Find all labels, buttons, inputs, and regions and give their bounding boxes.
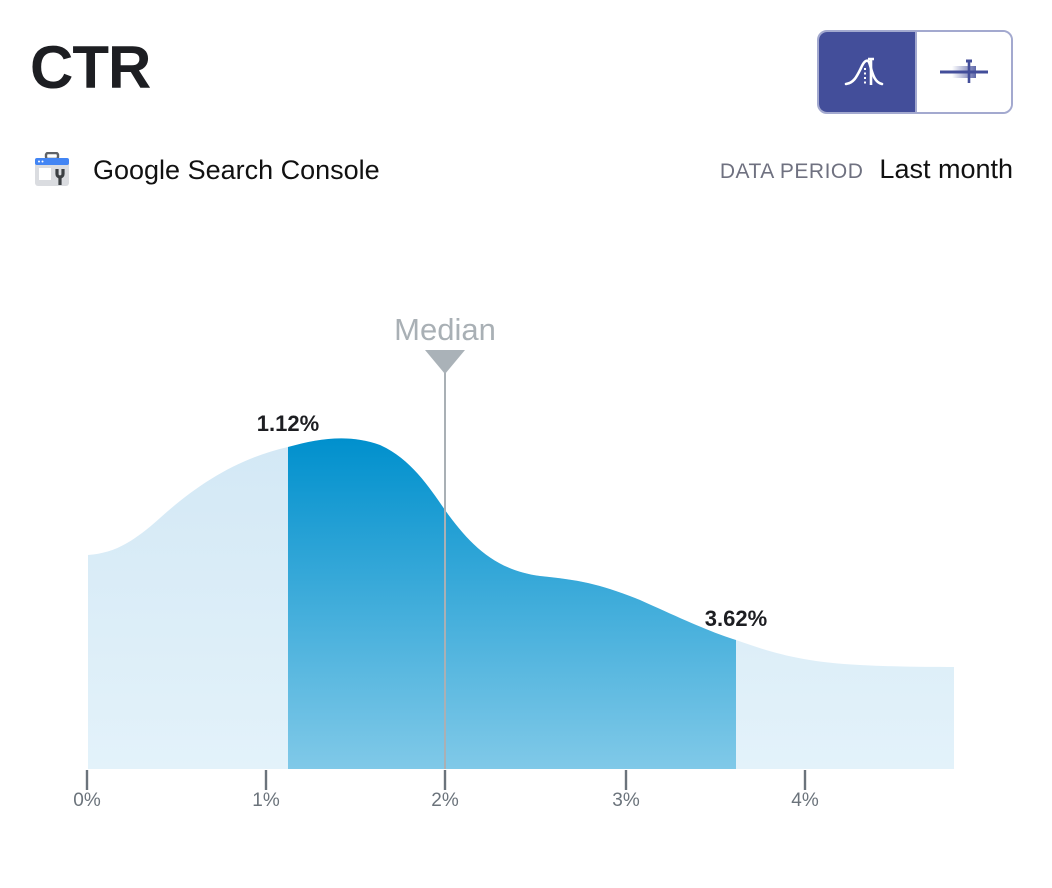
range-bar-icon <box>940 59 988 83</box>
data-period-value[interactable]: Last month <box>879 154 1013 184</box>
tick-label-3: 3% <box>612 790 640 811</box>
data-period: DATA PERIOD Last month <box>720 154 1013 185</box>
median-marker <box>425 350 465 769</box>
google-search-console-icon <box>35 152 69 186</box>
median-label: Median <box>394 312 496 347</box>
high-value-label: 3.62% <box>704 606 768 631</box>
tick-label-4: 4% <box>791 790 819 811</box>
data-source-label: Google Search Console <box>93 154 380 185</box>
tick-label-1: 1% <box>252 790 280 811</box>
data-source: Google Search Console <box>33 152 380 188</box>
bell-curve-icon <box>844 57 884 86</box>
tick-label-2: 2% <box>431 790 459 811</box>
range-view-button[interactable] <box>915 32 1011 112</box>
low-value-label: 1.12% <box>256 411 320 436</box>
view-toggle <box>817 30 1013 114</box>
tick-label-0: 0% <box>73 790 101 811</box>
page-title: CTR <box>30 34 151 101</box>
data-period-label: DATA PERIOD <box>719 160 864 183</box>
distribution-view-button[interactable] <box>819 32 915 112</box>
x-axis <box>85 770 807 790</box>
